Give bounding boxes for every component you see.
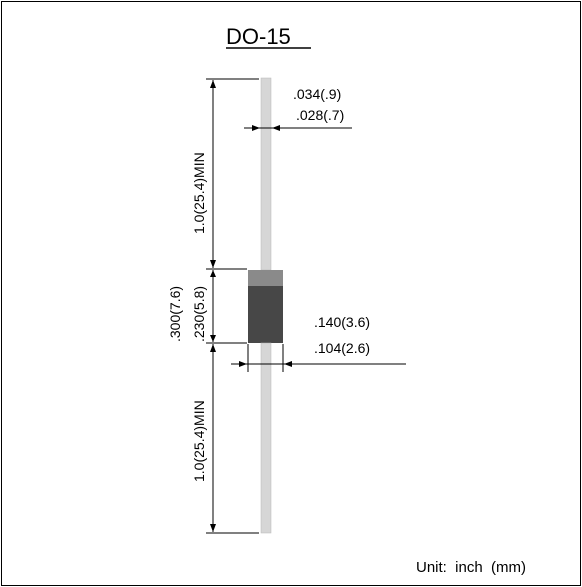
package-title: DO-15	[226, 24, 291, 49]
label-lead-dia-min: .028(.7)	[296, 107, 344, 123]
label-body-length-max: .300(7.6)	[167, 286, 183, 342]
label-lead-dia-max: .034(.9)	[293, 86, 341, 102]
label-body-dia-min: .104(2.6)	[314, 340, 370, 356]
cathode-band	[248, 270, 283, 286]
arrow-body-dia-right	[284, 361, 292, 367]
extension-lines	[206, 78, 259, 534]
arrow-lead-dia-right	[272, 125, 280, 131]
diode-body	[248, 286, 283, 343]
label-body-dia-max: .140(3.6)	[314, 314, 370, 330]
label-top-lead-length: 1.0(25.4)MIN	[191, 152, 207, 234]
label-body-length-min: .230(5.8)	[191, 286, 207, 342]
body-dia-extension-lines	[247, 344, 284, 372]
arrow-lead-dia-left	[252, 125, 260, 131]
unit-label: Unit: inch (mm)	[416, 559, 526, 576]
label-bottom-lead-length: 1.0(25.4)MIN	[191, 400, 207, 482]
arrow-top-lead-up	[210, 80, 216, 88]
arrow-body-dia-left	[239, 361, 247, 367]
bottom-lead	[260, 342, 272, 534]
arrow-bottom-lead-up	[210, 344, 216, 352]
arrow-body-down	[210, 335, 216, 342]
top-lead	[260, 77, 272, 271]
arrow-bottom-lead-down	[210, 524, 216, 532]
arrow-body-up	[210, 270, 216, 277]
arrow-top-lead-down	[210, 260, 216, 268]
